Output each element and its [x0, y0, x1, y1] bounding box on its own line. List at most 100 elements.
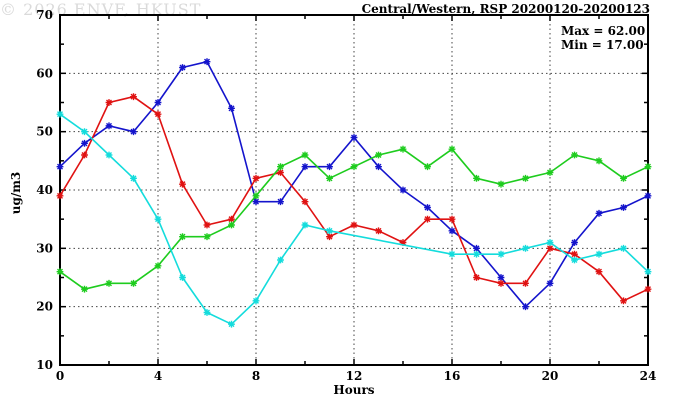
- series-cyan-marker: [571, 256, 578, 264]
- max-stat: Max = 62.00: [561, 24, 646, 38]
- x-tick-label: 20: [542, 369, 559, 383]
- y-tick-label: 50: [36, 125, 53, 139]
- series-red-marker: [522, 279, 529, 287]
- x-tick-label: 24: [640, 369, 657, 383]
- series-cyan-marker: [620, 244, 627, 252]
- series-cyan-marker: [644, 268, 652, 276]
- series-red-marker: [497, 279, 505, 287]
- series-red-marker: [326, 233, 333, 241]
- min-stat: Min = 17.00: [561, 38, 644, 52]
- series-cyan-marker: [252, 297, 260, 305]
- series-cyan-marker: [179, 274, 186, 281]
- series-blue-marker: [375, 163, 382, 171]
- x-tick-label: 0: [56, 369, 64, 383]
- series-green-marker: [448, 145, 456, 153]
- series-red-marker: [571, 250, 578, 258]
- series-cyan-marker: [473, 250, 480, 258]
- series-cyan-marker: [497, 250, 505, 258]
- series-green-marker: [546, 169, 554, 176]
- series-blue-marker: [571, 239, 578, 246]
- series-red-marker: [130, 93, 137, 101]
- y-tick-label: 30: [36, 241, 53, 255]
- series-red-marker: [424, 215, 431, 223]
- series-blue-marker: [448, 227, 456, 235]
- y-tick-label: 40: [36, 183, 53, 197]
- series-red-marker: [252, 174, 260, 182]
- series-blue-marker: [473, 244, 480, 252]
- series-blue-marker: [56, 163, 64, 171]
- series-green-marker: [56, 268, 64, 276]
- x-axis-label: Hours: [333, 383, 375, 397]
- series-red-marker: [228, 215, 235, 223]
- plot-frame: [59, 14, 649, 366]
- series-blue-marker: [620, 204, 627, 211]
- series-green-marker: [154, 262, 162, 270]
- series-blue-marker: [326, 163, 333, 171]
- series-blue-marker: [424, 204, 431, 211]
- chart-title: Central/Western, RSP 20200120-20200123: [361, 2, 650, 16]
- series-red-marker: [179, 180, 186, 188]
- series-green-marker: [130, 279, 137, 287]
- series-green-marker: [399, 145, 407, 153]
- series-green-marker: [252, 192, 260, 200]
- series-green-marker: [81, 285, 88, 293]
- series-blue-marker: [522, 303, 529, 311]
- series-red-marker: [277, 169, 284, 176]
- series-red-marker: [301, 198, 309, 206]
- x-tick-label: 8: [252, 369, 260, 383]
- series-red-marker: [595, 268, 603, 276]
- series-blue-line: [59, 60, 649, 308]
- series-green-marker: [203, 233, 211, 241]
- series-cyan-marker: [228, 320, 235, 328]
- series-green-marker: [179, 233, 186, 241]
- series-cyan-marker: [546, 239, 554, 246]
- y-tick-label: 70: [36, 8, 53, 22]
- y-tick-label: 10: [36, 358, 53, 372]
- series-blue-marker: [154, 99, 162, 106]
- series-blue-marker: [497, 274, 505, 281]
- series-blue-marker: [105, 122, 113, 130]
- series-red-marker: [644, 285, 652, 293]
- series-blue-marker: [644, 192, 652, 200]
- series-red-marker: [448, 215, 456, 223]
- series-green-marker: [497, 180, 505, 188]
- series-blue-marker: [81, 139, 88, 147]
- series-red-marker: [546, 244, 554, 252]
- series-red-marker: [350, 221, 358, 229]
- series-red-marker: [203, 221, 211, 229]
- series-green-marker: [228, 221, 235, 229]
- series-blue-marker: [130, 128, 137, 136]
- series-cyan-marker: [154, 215, 162, 223]
- y-axis-label: ug/m3: [9, 171, 23, 215]
- series-cyan-marker: [277, 256, 284, 264]
- series-green-marker: [595, 157, 603, 165]
- series-green-marker: [301, 151, 309, 159]
- x-tick-label: 4: [154, 369, 162, 383]
- series-blue-marker: [399, 186, 407, 194]
- series-green-marker: [571, 151, 578, 159]
- x-tick-label: 16: [444, 369, 461, 383]
- y-tick-label: 60: [36, 66, 53, 80]
- series-green-marker: [620, 174, 627, 182]
- series-red-marker: [473, 274, 480, 281]
- series-cyan-marker: [448, 250, 456, 258]
- y-tick-label: 20: [36, 300, 53, 314]
- series-cyan-marker: [326, 227, 333, 235]
- series-blue-marker: [546, 279, 554, 287]
- series-green-marker: [644, 163, 652, 171]
- series-blue-marker: [595, 209, 603, 217]
- series-blue-marker: [228, 104, 235, 112]
- series-green-marker: [105, 279, 113, 287]
- series-red-marker: [56, 192, 64, 200]
- series-cyan-marker: [105, 151, 113, 159]
- series-cyan-marker: [130, 174, 137, 182]
- series-blue-marker: [301, 163, 309, 171]
- series-blue-marker: [203, 58, 211, 66]
- series-green-marker: [326, 174, 333, 182]
- series-green-marker: [350, 163, 358, 171]
- series-green-marker: [375, 151, 382, 159]
- series-green-marker: [424, 163, 431, 171]
- series-cyan-marker: [522, 244, 529, 252]
